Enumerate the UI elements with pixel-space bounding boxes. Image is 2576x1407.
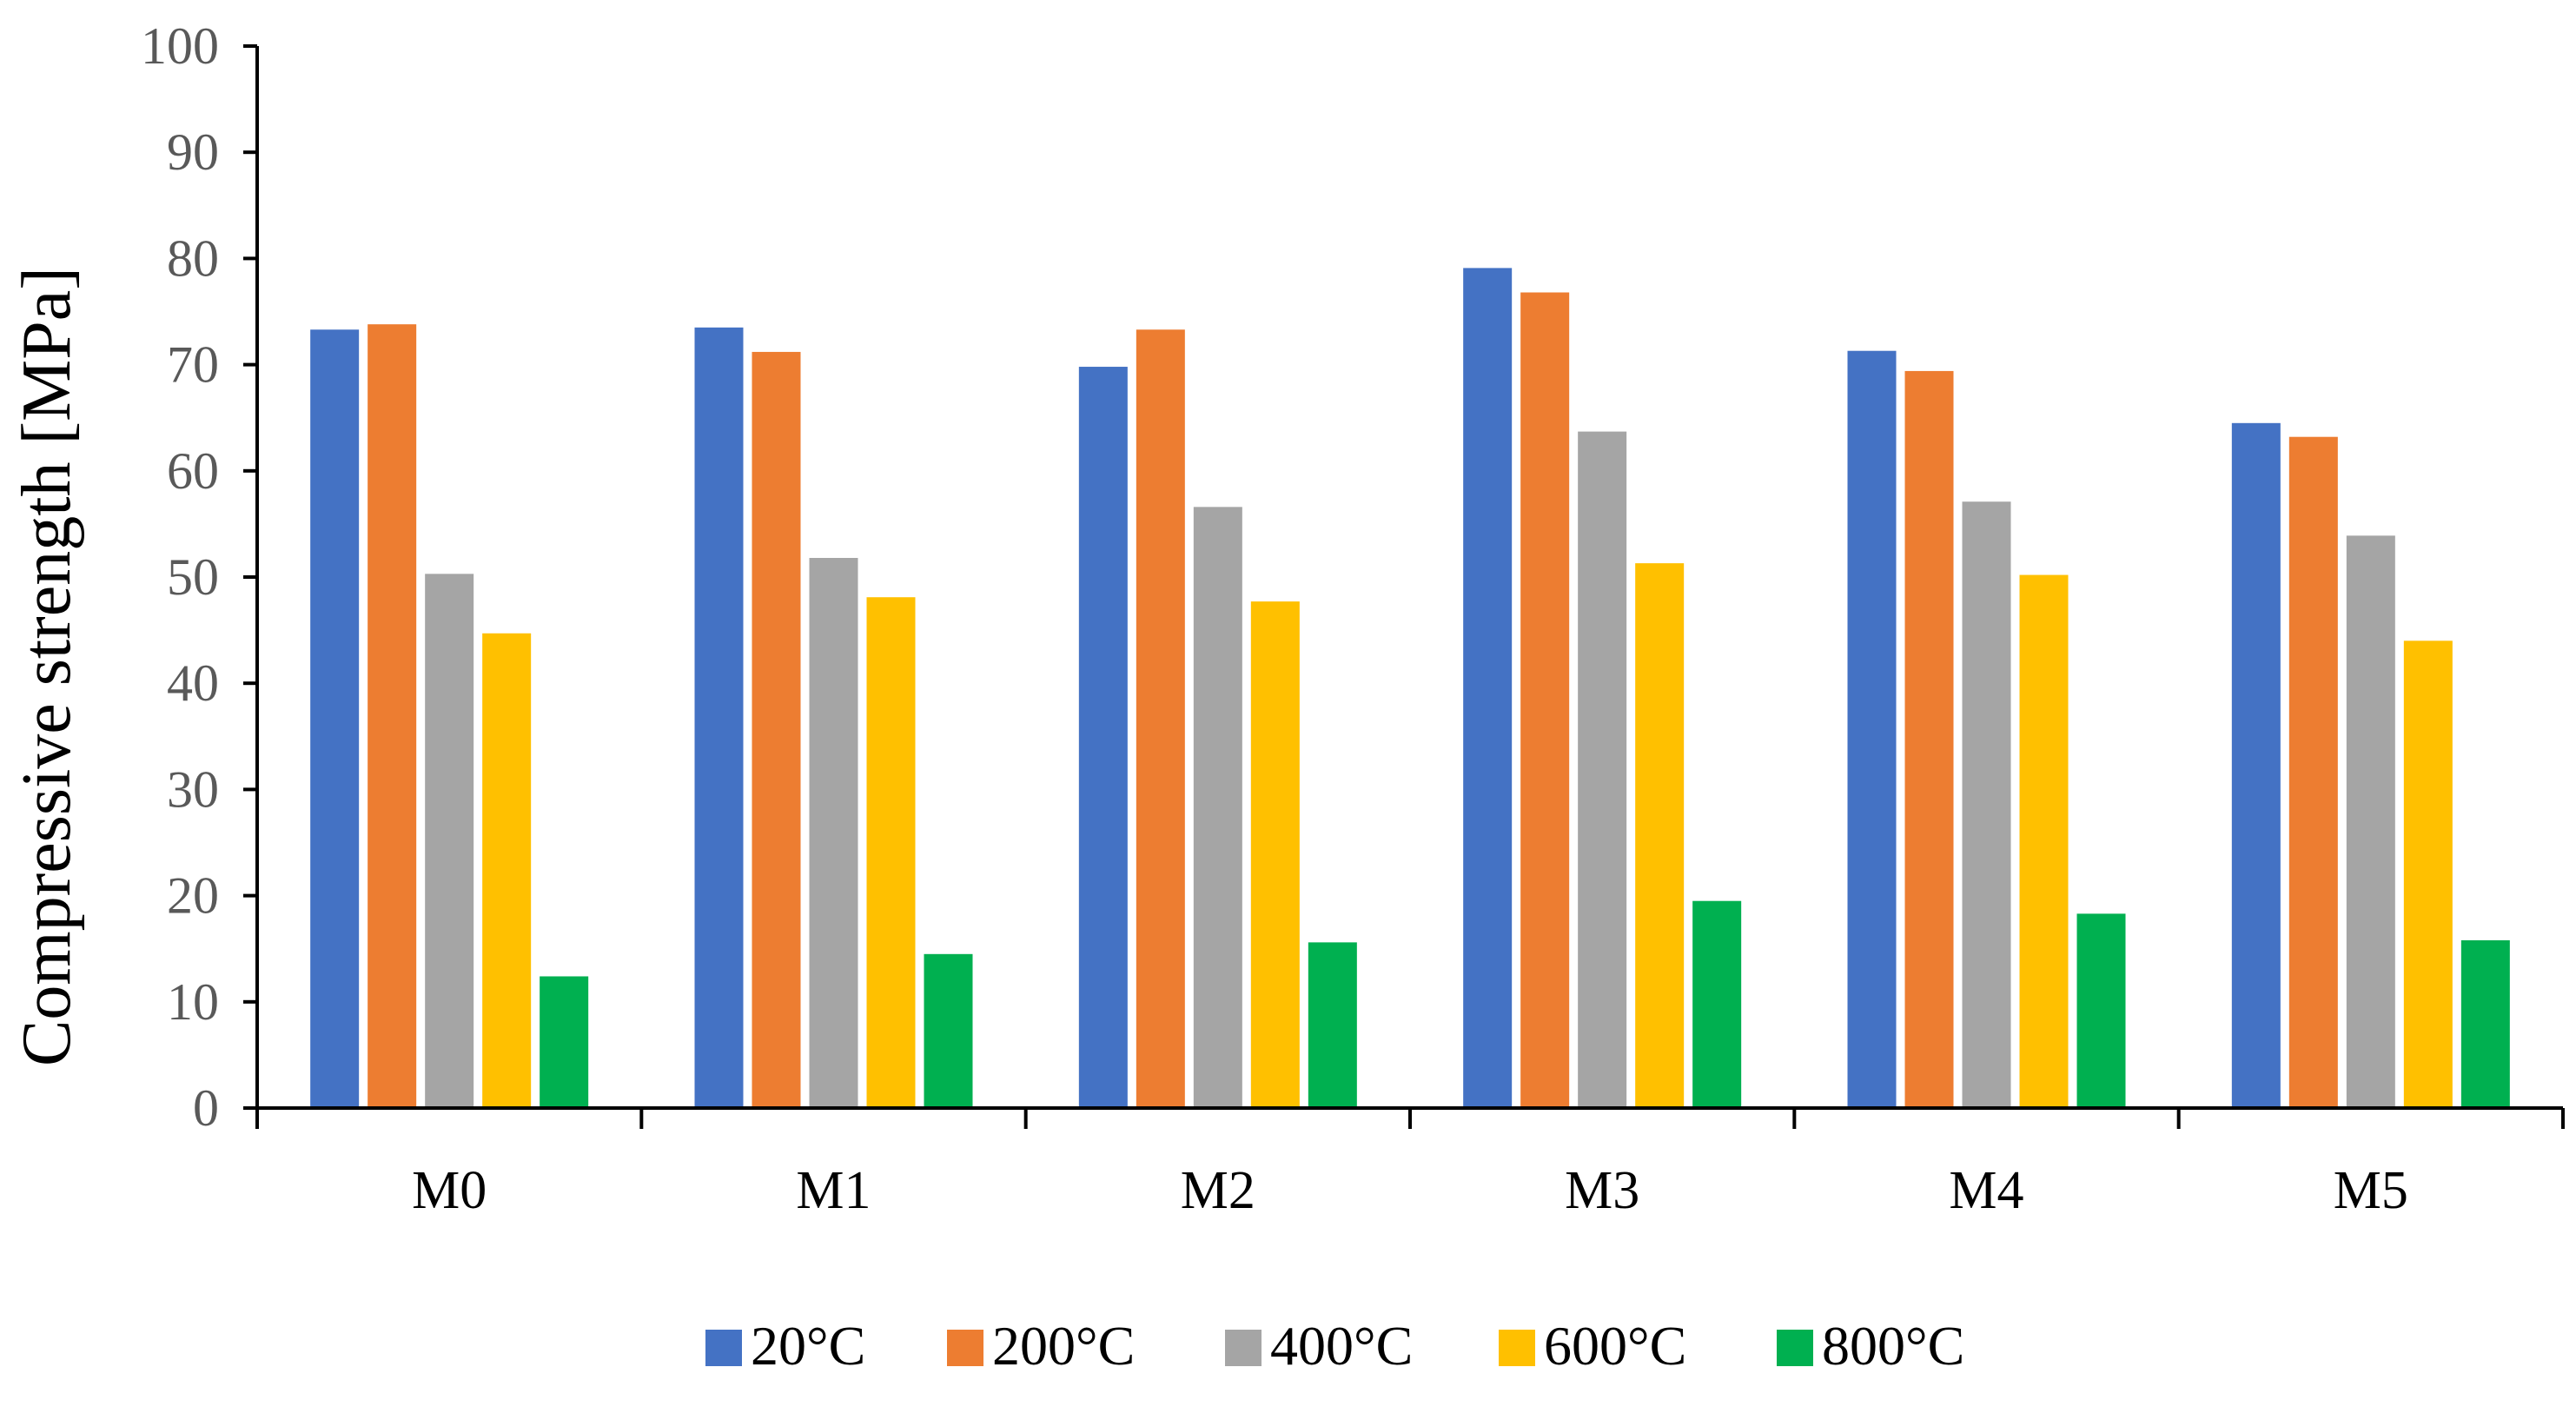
- bar-m3-200c: [1520, 292, 1570, 1108]
- y-axis-label: Compressive strength [MPa]: [9, 267, 85, 1066]
- legend-label-800c: 800°C: [1822, 1315, 1964, 1377]
- y-tick-label: 40: [167, 654, 219, 712]
- y-tick-label: 60: [167, 442, 219, 500]
- bar-m5-800c: [2460, 939, 2510, 1108]
- bar-m4-800c: [2076, 913, 2126, 1108]
- legend-label-20c: 20°C: [751, 1315, 865, 1377]
- bar-m0-200c: [368, 324, 417, 1108]
- legend-swatch-20c: [705, 1330, 742, 1366]
- bar-m5-200c: [2288, 436, 2338, 1108]
- y-tick-label: 70: [167, 336, 219, 394]
- bars-layer: [310, 268, 2510, 1109]
- bar-m4-20c: [1847, 350, 1897, 1108]
- x-tick-label-m3: M3: [1565, 1161, 1639, 1220]
- legend-swatch-200c: [947, 1330, 983, 1366]
- x-tick-label-m1: M1: [796, 1161, 871, 1220]
- x-tick-label-m0: M0: [412, 1161, 487, 1220]
- x-axis-ticks: M0 M1 M2 M3 M4 M5: [255, 1108, 2565, 1220]
- bar-m2-400c: [1193, 507, 1242, 1108]
- bar-m5-400c: [2346, 535, 2395, 1108]
- bar-m2-800c: [1308, 942, 1357, 1108]
- bar-m3-600c: [1635, 563, 1685, 1108]
- x-tick-label-m4: M4: [1949, 1161, 2023, 1220]
- bar-m2-600c: [1250, 601, 1300, 1108]
- bar-m0-20c: [310, 329, 360, 1108]
- y-tick-label: 30: [167, 760, 219, 818]
- y-axis-ticks: 0 10 20 30 40 50 60 70 80 90 100: [141, 17, 257, 1137]
- legend-swatch-800c: [1777, 1330, 1813, 1366]
- legend-swatch-600c: [1499, 1330, 1535, 1366]
- y-tick-label: 100: [141, 17, 219, 75]
- legend-label-200c: 200°C: [992, 1315, 1135, 1377]
- bar-m1-800c: [924, 953, 973, 1108]
- bar-m1-200c: [752, 351, 801, 1108]
- axes-layer: [255, 46, 2563, 1110]
- y-tick-label: 50: [167, 548, 219, 606]
- y-tick-label: 80: [167, 229, 219, 287]
- x-tick-label-m2: M2: [1181, 1161, 1255, 1220]
- bar-m5-600c: [2403, 640, 2453, 1108]
- legend-label-400c: 400°C: [1270, 1315, 1413, 1377]
- legend-swatch-400c: [1225, 1330, 1262, 1366]
- bar-m4-400c: [1962, 501, 2011, 1108]
- bar-m4-200c: [1904, 370, 1954, 1108]
- bar-m1-20c: [694, 327, 744, 1109]
- bar-m2-200c: [1136, 329, 1185, 1108]
- bar-m4-600c: [2019, 574, 2069, 1108]
- bar-m3-20c: [1463, 268, 1513, 1108]
- x-tick-label-m5: M5: [2334, 1161, 2408, 1220]
- y-tick-label: 90: [167, 123, 219, 181]
- y-tick-label: 0: [193, 1079, 219, 1137]
- legend-label-600c: 600°C: [1544, 1315, 1686, 1377]
- y-tick-label: 20: [167, 867, 219, 925]
- bar-m5-20c: [2231, 422, 2281, 1108]
- bar-m2-20c: [1078, 367, 1128, 1108]
- bar-m0-400c: [425, 574, 474, 1108]
- y-tick-label: 10: [167, 973, 219, 1031]
- bar-m1-600c: [866, 597, 916, 1108]
- bar-m3-400c: [1578, 431, 1627, 1108]
- bar-m0-600c: [482, 633, 532, 1108]
- bar-m0-800c: [540, 976, 589, 1108]
- bar-m1-400c: [809, 558, 858, 1108]
- bar-m3-800c: [1692, 900, 1742, 1108]
- legend: 20°C 200°C 400°C 600°C 800°C: [705, 1315, 1964, 1377]
